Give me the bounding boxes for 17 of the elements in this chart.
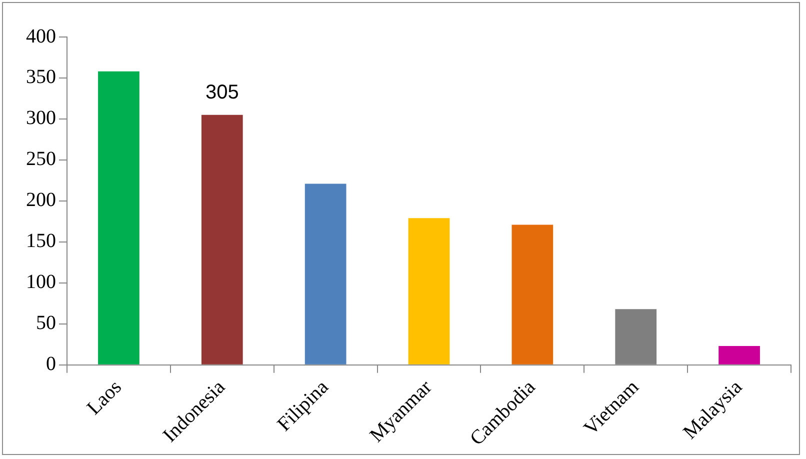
y-tick-label: 250: [26, 148, 56, 170]
y-tick-label: 350: [26, 66, 56, 88]
y-tick-label: 50: [36, 312, 56, 334]
bar: [98, 71, 140, 364]
y-tick-label: 0: [46, 353, 56, 376]
data-label: 305: [205, 81, 239, 104]
bar: [201, 114, 243, 364]
x-tick-label: Laos: [82, 376, 126, 420]
y-tick-label: 150: [26, 230, 56, 252]
y-tick-label: 200: [26, 189, 56, 212]
bar: [408, 218, 450, 364]
y-tick-label: 100: [26, 271, 56, 294]
y-tick-label: 300: [26, 107, 56, 130]
bar: [304, 184, 346, 364]
bar: [718, 346, 760, 364]
bar: [512, 224, 554, 364]
y-tick-label: 400: [26, 25, 56, 48]
